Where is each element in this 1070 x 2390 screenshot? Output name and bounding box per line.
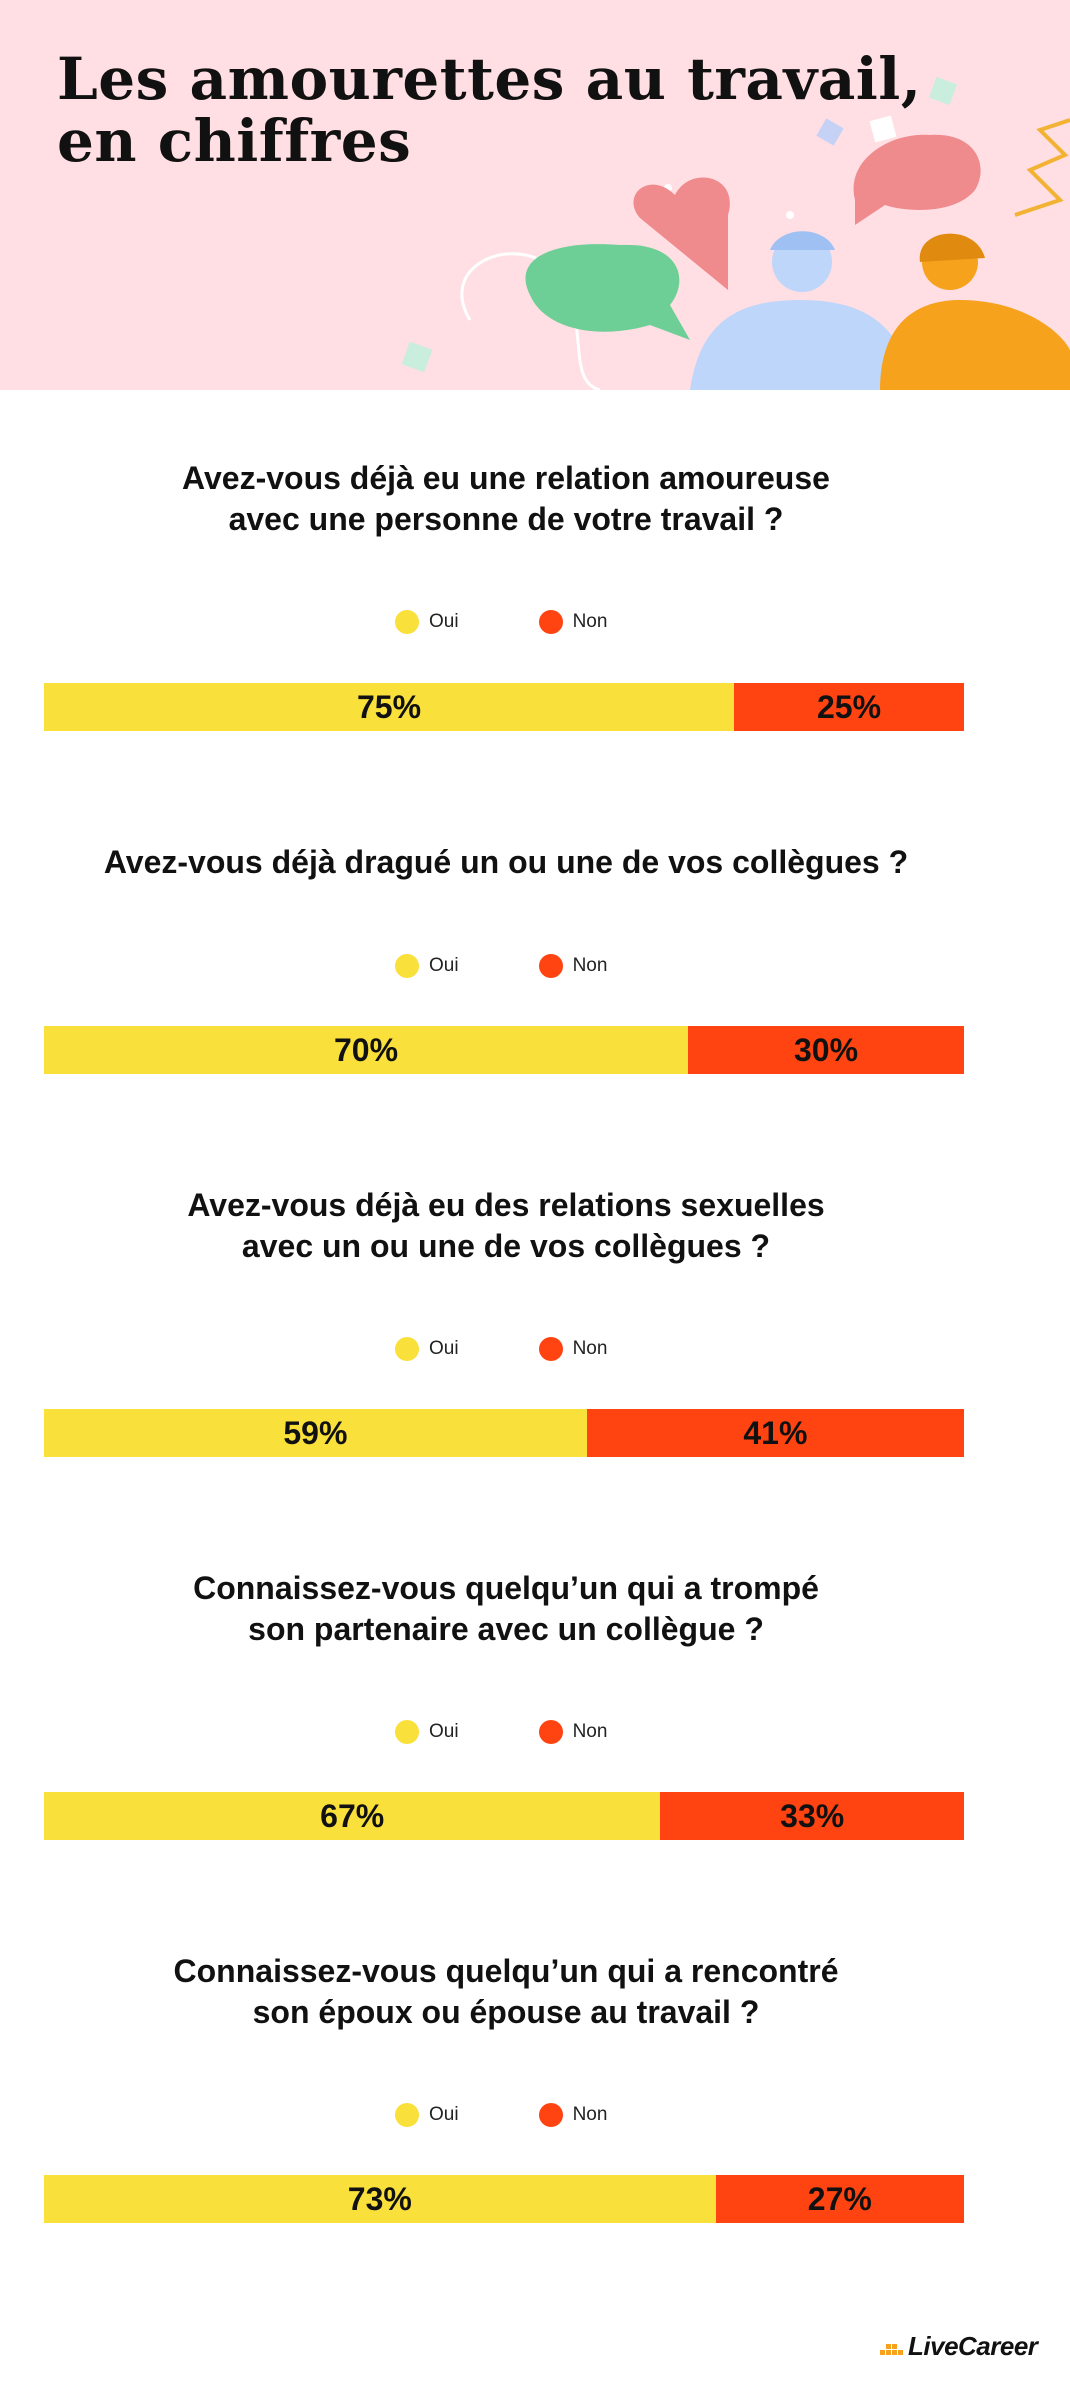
- legend-label-oui: Oui: [429, 1338, 459, 1359]
- data-label-oui: 75%: [356, 688, 422, 725]
- legend-label-non: Non: [572, 1721, 608, 1742]
- stacked-bar: 75% 25%: [44, 683, 964, 731]
- header-banner: Les amourettes au travail, en chiffres: [0, 0, 1070, 390]
- chart-question: Connaissez-vous quelqu’un qui a trompé s…: [0, 1568, 1012, 1650]
- chart-legend: Oui Non: [395, 2101, 687, 2129]
- legend-label-non: Non: [572, 1338, 608, 1359]
- logo-text: LiveCareer: [908, 2330, 1038, 2361]
- legend-label-oui: Oui: [429, 955, 459, 976]
- bar-segment-oui: 67%: [44, 1792, 661, 1840]
- data-label-non: 25%: [816, 688, 882, 725]
- stacked-bar: 70% 30%: [44, 1026, 964, 1074]
- chart-question-line: Avez-vous déjà dragué un ou une de vos c…: [103, 844, 909, 880]
- legend-swatch-non: [538, 1720, 563, 1744]
- legend-label-non: Non: [572, 611, 608, 632]
- survey-chart: Avez-vous déjà eu des relations sexuelle…: [0, 1185, 1070, 1485]
- stacked-bar: 67% 33%: [44, 1792, 964, 1840]
- chart-question-line: son époux ou épouse au travail ?: [252, 1994, 760, 2030]
- bar-segment-oui: 70%: [44, 1026, 688, 1074]
- pink-speech-bubble-icon: [853, 134, 981, 225]
- legend-swatch-non: [538, 610, 563, 634]
- survey-chart: Connaissez-vous quelqu’un qui a rencontr…: [0, 1951, 1070, 2251]
- heart-icon: [633, 177, 730, 290]
- legend-item-oui: Oui: [395, 610, 459, 634]
- data-label-non: 41%: [743, 1414, 808, 1451]
- legend-swatch-oui: [395, 610, 419, 634]
- green-speech-bubble-icon: [525, 244, 690, 340]
- stacked-bar: 73% 27%: [44, 2175, 964, 2223]
- chart-question-line: avec un ou une de vos collègues ?: [241, 1228, 771, 1264]
- page-title: Les amourettes au travail, en chiffres: [57, 48, 922, 172]
- bar-segment-non: 27%: [715, 2175, 964, 2223]
- legend-item-non: Non: [538, 1337, 608, 1361]
- chart-question-line: Avez-vous déjà eu une relation amoureuse: [182, 460, 830, 496]
- chart-question: Avez-vous déjà dragué un ou une de vos c…: [0, 842, 1012, 883]
- legend-swatch-non: [538, 2103, 563, 2127]
- chart-question: Avez-vous déjà eu des relations sexuelle…: [0, 1185, 1012, 1267]
- bar-segment-oui: 59%: [44, 1409, 587, 1457]
- legend-swatch-oui: [395, 2103, 419, 2127]
- legend-item-oui: Oui: [395, 2103, 459, 2127]
- data-label-oui: 67%: [320, 1797, 385, 1834]
- livecareer-logo: LiveCareer: [880, 2328, 1038, 2364]
- legend-item-non: Non: [538, 2103, 608, 2127]
- chart-legend: Oui Non: [395, 608, 687, 636]
- page-title-line-2: en chiffres: [57, 107, 412, 175]
- chart-question-line: son partenaire avec un collègue ?: [248, 1611, 764, 1647]
- legend-item-non: Non: [538, 1720, 608, 1744]
- legend-item-oui: Oui: [395, 954, 459, 978]
- survey-chart: Avez-vous déjà eu une relation amoureuse…: [0, 458, 1070, 758]
- blue-person-icon: [690, 300, 915, 390]
- data-label-non: 30%: [793, 1031, 859, 1068]
- data-label-oui: 59%: [283, 1414, 348, 1451]
- bar-segment-oui: 75%: [44, 683, 734, 731]
- page-title-line-1: Les amourettes au travail,: [57, 45, 922, 113]
- legend-label-oui: Oui: [429, 611, 459, 632]
- bar-segment-non: 25%: [734, 683, 964, 731]
- bar-segment-non: 33%: [660, 1792, 964, 1840]
- chart-legend: Oui Non: [395, 952, 687, 980]
- confetti-square: [816, 118, 844, 146]
- data-label-oui: 70%: [333, 1031, 399, 1068]
- legend-swatch-oui: [395, 1337, 419, 1361]
- bar-segment-oui: 73%: [44, 2175, 716, 2223]
- chart-legend: Oui Non: [395, 1335, 687, 1363]
- data-label-non: 33%: [780, 1797, 845, 1834]
- legend-item-oui: Oui: [395, 1720, 459, 1744]
- legend-label-non: Non: [572, 2104, 608, 2125]
- data-label-oui: 73%: [347, 2180, 412, 2217]
- chart-question: Connaissez-vous quelqu’un qui a rencontr…: [0, 1951, 1012, 2033]
- chart-question-line: Avez-vous déjà eu des relations sexuelle…: [187, 1187, 825, 1223]
- header-illustration: [401, 76, 1070, 390]
- legend-swatch-oui: [395, 954, 419, 978]
- chart-legend: Oui Non: [395, 1718, 687, 1746]
- legend-label-oui: Oui: [429, 2104, 459, 2125]
- legend-item-non: Non: [538, 610, 608, 634]
- confetti-square: [928, 76, 958, 106]
- bar-segment-non: 41%: [586, 1409, 964, 1457]
- chart-question-line: avec une personne de votre travail ?: [228, 501, 784, 537]
- chart-question-line: Connaissez-vous quelqu’un qui a rencontr…: [173, 1953, 839, 1989]
- stacked-bar: 59% 41%: [44, 1409, 964, 1457]
- survey-chart: Avez-vous déjà dragué un ou une de vos c…: [0, 842, 1070, 1142]
- legend-swatch-oui: [395, 1720, 419, 1744]
- legend-swatch-non: [538, 1337, 563, 1361]
- orange-person-icon: [880, 300, 1070, 390]
- chart-question: Avez-vous déjà eu une relation amoureuse…: [0, 458, 1012, 540]
- legend-item-non: Non: [538, 954, 608, 978]
- zigzag-icon: [1014, 118, 1070, 217]
- survey-chart: Connaissez-vous quelqu’un qui a trompé s…: [0, 1568, 1070, 1868]
- logo-bars-icon: [880, 2344, 903, 2355]
- bar-segment-non: 30%: [688, 1026, 964, 1074]
- legend-item-oui: Oui: [395, 1337, 459, 1361]
- legend-label-non: Non: [572, 955, 608, 976]
- data-label-non: 27%: [807, 2180, 872, 2217]
- confetti-square: [869, 115, 897, 143]
- confetti-square: [401, 341, 433, 373]
- chart-question-line: Connaissez-vous quelqu’un qui a trompé: [193, 1570, 819, 1606]
- legend-swatch-non: [538, 954, 563, 978]
- legend-label-oui: Oui: [429, 1721, 459, 1742]
